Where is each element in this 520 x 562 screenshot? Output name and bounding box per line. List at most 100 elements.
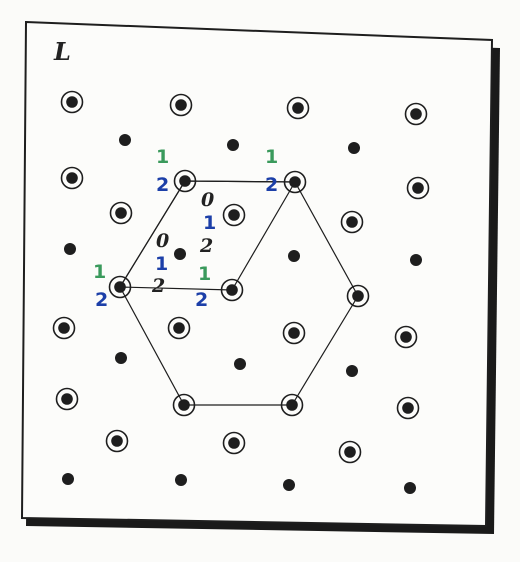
site-ring [394, 325, 418, 349]
circled-site [280, 393, 304, 417]
dot-site [234, 358, 246, 370]
site-ring [173, 169, 197, 193]
site-ring [60, 166, 84, 190]
site-ring [396, 396, 420, 420]
site-ring [286, 96, 310, 120]
site-core [179, 175, 191, 187]
circled-site [60, 90, 84, 114]
circled-site [108, 275, 132, 299]
label-1-center: 1 [198, 263, 211, 285]
label-1-top-right: 1 [265, 146, 278, 168]
circled-site [222, 431, 246, 455]
site-ring [338, 440, 362, 464]
stack-lower-0: 0 [156, 230, 169, 252]
site-core [402, 402, 414, 414]
dot-sites [62, 134, 422, 494]
dot-site [119, 134, 131, 146]
circled-site [167, 316, 191, 340]
stack-upper-0: 0 [201, 189, 214, 211]
circled-site [396, 396, 420, 420]
site-core [114, 281, 126, 293]
circled-site [169, 93, 193, 117]
site-ring [346, 284, 370, 308]
site-core [288, 327, 300, 339]
site-labels: 1 2 1 2 1 2 1 2 0 1 2 0 1 2 [93, 146, 278, 311]
dot-site [174, 248, 186, 260]
stack-lower-1: 1 [155, 253, 168, 275]
site-core [346, 216, 358, 228]
dot-site [115, 352, 127, 364]
site-ring [340, 210, 364, 234]
dot-site [283, 479, 295, 491]
label-1-left: 1 [93, 261, 106, 283]
dot-site [64, 243, 76, 255]
circled-site [283, 170, 307, 194]
circled-site [286, 96, 310, 120]
circled-site [109, 201, 133, 225]
site-ring [220, 278, 244, 302]
site-ring [167, 316, 191, 340]
site-core [178, 399, 190, 411]
site-core [111, 435, 123, 447]
site-ring [52, 316, 76, 340]
site-core [61, 393, 73, 405]
circled-sites [52, 90, 430, 464]
site-core [292, 102, 304, 114]
circled-site [52, 316, 76, 340]
circled-site [282, 321, 306, 345]
dot-site [410, 254, 422, 266]
label-2-center: 2 [195, 289, 208, 311]
site-ring [283, 170, 307, 194]
site-ring [60, 90, 84, 114]
circled-site [338, 440, 362, 464]
circled-site [55, 387, 79, 411]
stack-upper-2: 2 [199, 235, 213, 257]
site-core [352, 290, 364, 302]
site-ring [55, 387, 79, 411]
site-core [226, 284, 238, 296]
site-ring [406, 176, 430, 200]
label-2-top-left: 2 [156, 174, 169, 196]
circled-site [60, 166, 84, 190]
site-core [344, 446, 356, 458]
site-ring [105, 429, 129, 453]
site-core [175, 99, 187, 111]
circled-site [404, 102, 428, 126]
site-core [410, 108, 422, 120]
dot-site [62, 473, 74, 485]
circled-site [222, 203, 246, 227]
label-2-top-right: 2 [265, 174, 278, 196]
circled-site [173, 169, 197, 193]
site-ring [282, 321, 306, 345]
site-ring [280, 393, 304, 417]
site-ring [172, 393, 196, 417]
site-ring [404, 102, 428, 126]
dot-site [227, 139, 239, 151]
site-core [400, 331, 412, 343]
site-core [173, 322, 185, 334]
site-core [66, 96, 78, 108]
label-1-top-left: 1 [156, 146, 169, 168]
stack-upper-1: 1 [203, 212, 216, 234]
site-core [228, 209, 240, 221]
site-core [289, 176, 301, 188]
dot-site [346, 365, 358, 377]
dot-site [404, 482, 416, 494]
circled-site [406, 176, 430, 200]
site-core [228, 437, 240, 449]
site-core [66, 172, 78, 184]
label-2-left: 2 [95, 289, 108, 311]
circled-site [220, 278, 244, 302]
dot-site [348, 142, 360, 154]
site-core [58, 322, 70, 334]
site-core [115, 207, 127, 219]
panel [20, 20, 494, 528]
circled-site [172, 393, 196, 417]
circled-site [340, 210, 364, 234]
site-ring [108, 275, 132, 299]
dot-site [175, 474, 187, 486]
site-ring [222, 203, 246, 227]
circled-site [105, 429, 129, 453]
